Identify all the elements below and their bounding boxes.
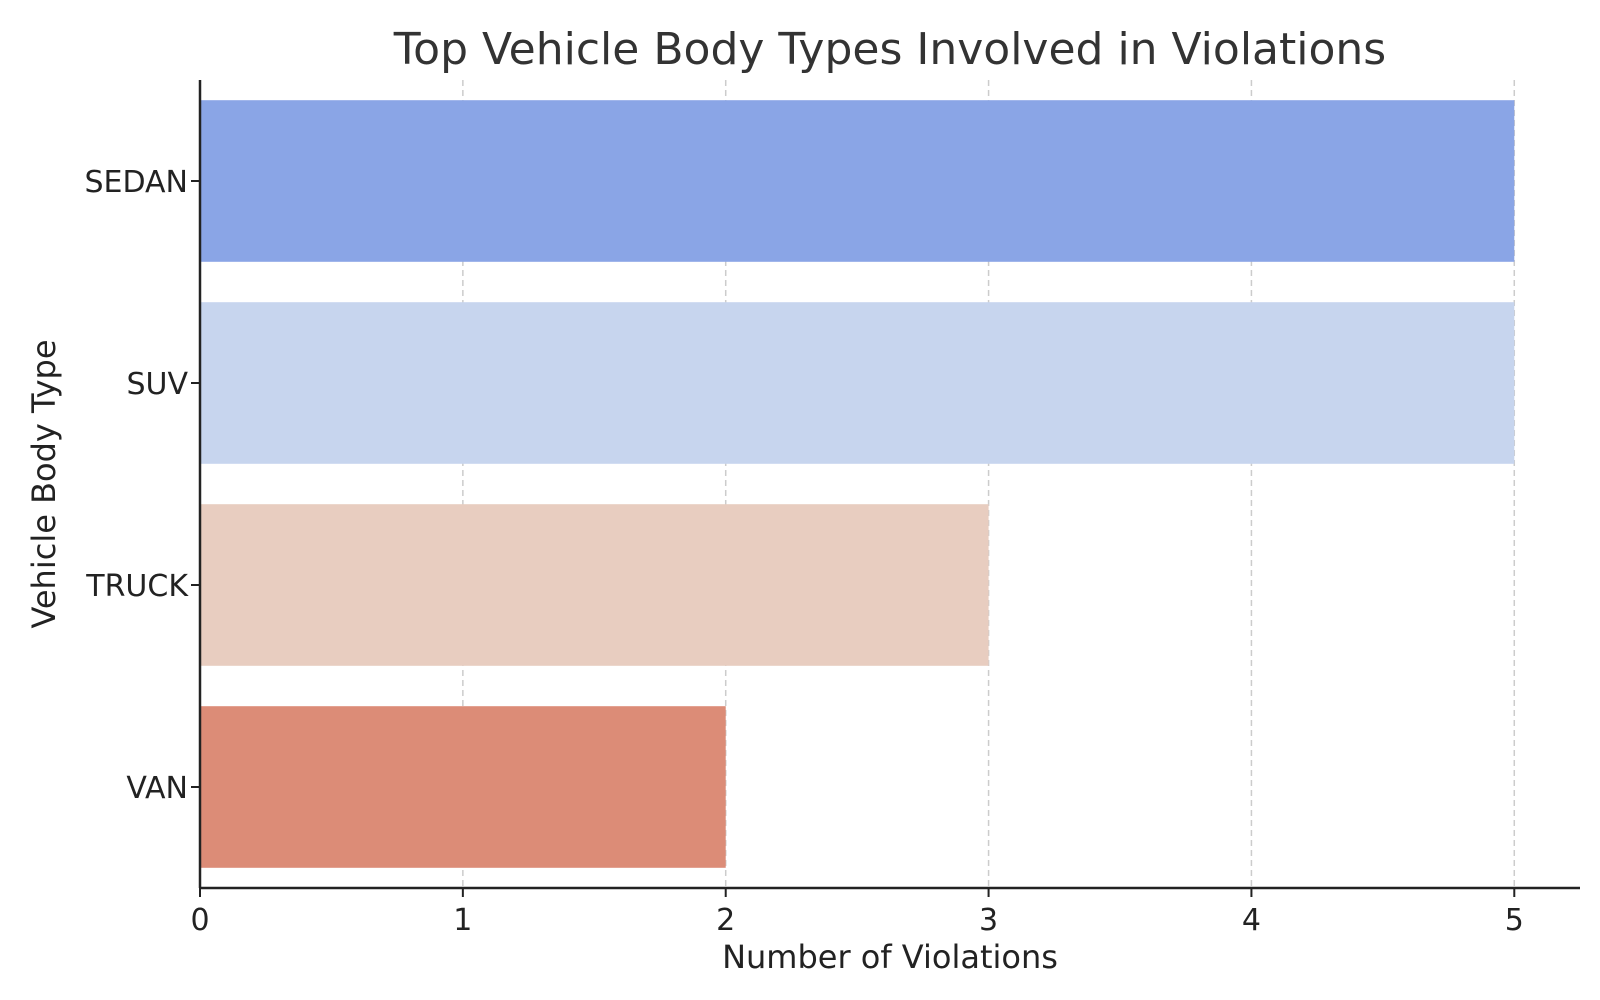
- bar-truck: [200, 504, 989, 666]
- bar-van: [200, 706, 726, 868]
- y-tick-label: VAN: [126, 771, 188, 806]
- y-axis-title: Vehicle Body Type: [25, 339, 63, 628]
- x-ticks: 0 1 2 3 4 5: [190, 888, 1524, 938]
- y-tick-label: SUV: [126, 367, 188, 402]
- x-tick-label: 2: [716, 903, 735, 938]
- axes: [198, 80, 1580, 890]
- x-tick-label: 3: [979, 903, 998, 938]
- x-tick-label: 0: [190, 903, 209, 938]
- x-axis-title: Number of Violations: [722, 938, 1058, 976]
- bars: [200, 100, 1515, 868]
- x-tick-label: 5: [1505, 903, 1524, 938]
- y-ticks: SEDAN SUV TRUCK VAN: [84, 165, 200, 806]
- x-tick-label: 4: [1242, 903, 1261, 938]
- y-tick-label: TRUCK: [85, 569, 189, 604]
- x-tick-label: 1: [453, 903, 472, 938]
- chart-title: Top Vehicle Body Types Involved in Viola…: [393, 24, 1386, 75]
- bar-sedan: [200, 100, 1515, 262]
- y-tick-label: SEDAN: [84, 165, 188, 200]
- bar-suv: [200, 302, 1515, 464]
